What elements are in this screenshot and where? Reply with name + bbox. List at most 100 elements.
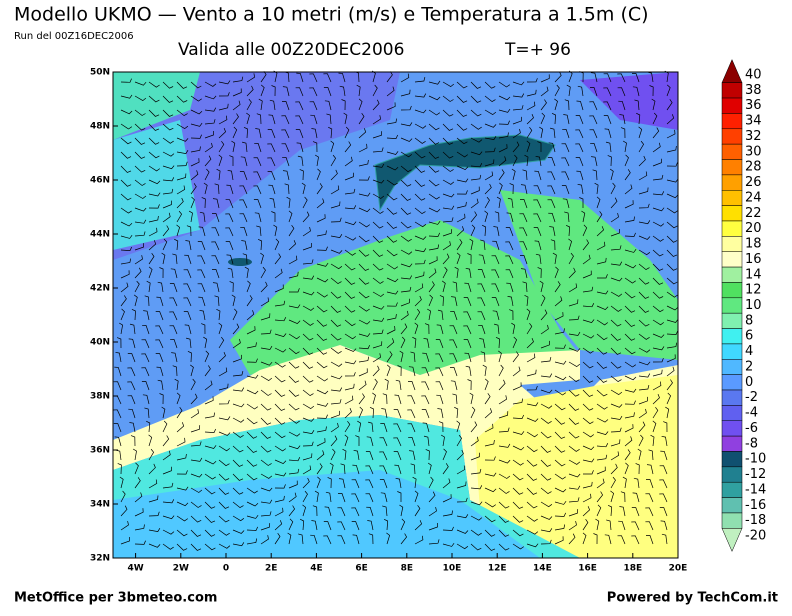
- wind-barb: [596, 417, 609, 423]
- colorbar-swatch: [721, 312, 743, 329]
- wind-barb: [568, 389, 580, 397]
- wind-barb: [380, 492, 388, 503]
- wind-barb: [534, 170, 542, 181]
- wind-barb: [582, 224, 588, 237]
- wind-barb: [162, 81, 174, 89]
- wind-barb: [456, 529, 469, 534]
- wind-barb: [414, 179, 426, 187]
- colorbar-label: -10: [745, 452, 766, 467]
- wind-barb: [596, 403, 608, 410]
- wind-barb: [260, 417, 272, 425]
- wind-barb: [666, 277, 678, 285]
- wind-barb: [212, 282, 220, 293]
- wind-barb: [260, 511, 272, 517]
- wind-barb: [352, 534, 360, 545]
- wind-barb: [330, 217, 342, 223]
- wind-barb: [204, 396, 214, 405]
- wind-barb: [134, 165, 146, 173]
- wind-barb: [189, 364, 194, 377]
- wind-barb: [372, 263, 384, 271]
- wind-barb: [260, 281, 268, 293]
- wind-barb: [204, 107, 217, 112]
- wind-barb: [652, 191, 665, 196]
- wind-barb: [330, 319, 342, 327]
- wind-barb: [467, 379, 472, 391]
- wind-barb: [456, 165, 469, 171]
- wind-barb: [328, 126, 333, 139]
- wind-barb: [386, 249, 398, 257]
- wind-barb: [190, 473, 203, 478]
- wind-barb: [442, 229, 453, 237]
- wind-barb: [436, 394, 444, 405]
- wind-barb: [323, 535, 332, 545]
- colorbar-label: 20: [745, 221, 762, 236]
- wind-barb: [659, 493, 668, 503]
- wind-barb: [232, 354, 242, 363]
- wind-barb: [512, 366, 521, 377]
- wind-barb: [470, 123, 482, 130]
- wind-barb: [620, 491, 626, 503]
- wind-barb: [260, 403, 272, 411]
- lon-label: 12E: [488, 564, 507, 574]
- wind-barb: [624, 305, 636, 313]
- wind-barb: [477, 311, 486, 321]
- wind-barb: [596, 431, 609, 436]
- wind-barb: [582, 319, 595, 324]
- wind-barb: [120, 151, 132, 159]
- wind-barb: [428, 294, 433, 307]
- wind-barb: [661, 533, 668, 545]
- wind-barb: [351, 507, 360, 517]
- wind-barb: [162, 435, 170, 447]
- wind-barb: [631, 521, 640, 531]
- colorbar-swatch: [721, 128, 743, 145]
- wind-barb: [274, 495, 285, 503]
- wind-barb: [269, 197, 276, 209]
- wind-barb: [631, 535, 640, 545]
- wind-barb: [330, 305, 342, 313]
- wind-barb: [659, 479, 668, 489]
- wind-barb: [288, 347, 300, 355]
- wind-barb: [582, 403, 594, 411]
- wind-barb: [395, 379, 402, 391]
- wind-barb: [386, 151, 399, 155]
- wind-barb: [204, 487, 216, 495]
- wind-barb: [400, 263, 413, 268]
- wind-barb: [231, 140, 236, 153]
- wind-barb: [142, 324, 150, 335]
- wind-barb: [256, 225, 262, 237]
- wind-barb: [421, 381, 430, 391]
- wind-barb: [260, 389, 272, 396]
- wind-barb: [452, 393, 458, 405]
- wind-barb: [386, 179, 398, 186]
- wind-barb: [246, 501, 259, 507]
- wind-barb: [162, 529, 175, 535]
- wind-barb: [651, 98, 656, 111]
- wind-barb: [246, 389, 259, 395]
- wind-barb: [162, 165, 175, 170]
- wind-barb: [316, 375, 329, 382]
- wind-barb: [568, 375, 580, 383]
- wind-barb: [634, 99, 640, 111]
- wind-barb: [240, 156, 248, 167]
- wind-barb: [400, 193, 412, 201]
- wind-barb: [484, 515, 496, 523]
- lon-label: 16E: [578, 564, 597, 574]
- lat-label: 48N: [90, 122, 110, 132]
- wind-barb: [386, 71, 393, 83]
- lat-label: 40N: [90, 338, 110, 348]
- wind-barb: [184, 254, 192, 265]
- wind-barb: [456, 420, 461, 433]
- wind-barb: [204, 428, 217, 433]
- wind-barb: [652, 263, 664, 271]
- wind-barb: [159, 393, 164, 405]
- wind-barb: [520, 184, 528, 195]
- wind-barb: [624, 412, 635, 419]
- wind-barb: [478, 254, 486, 265]
- wind-barb: [547, 199, 556, 209]
- wind-barb: [624, 216, 635, 223]
- wind-barb: [316, 438, 326, 447]
- wind-barb: [582, 254, 591, 265]
- wind-barb: [478, 324, 486, 335]
- lon-label: 8E: [401, 564, 413, 574]
- wind-barb: [267, 157, 276, 167]
